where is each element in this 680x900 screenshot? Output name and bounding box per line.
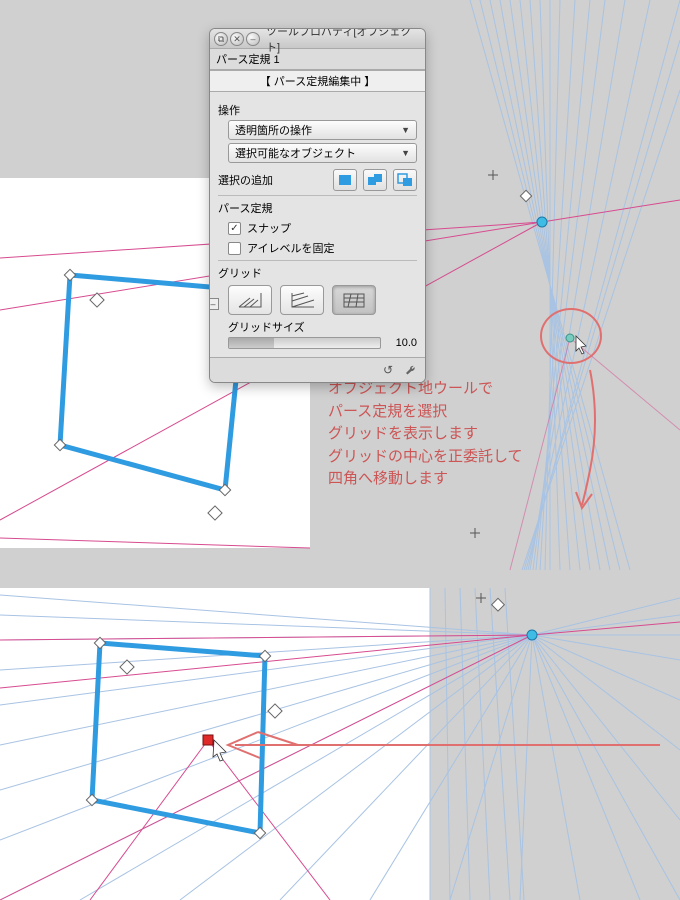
eyelevel-label: アイレベルを固定 [247,240,334,256]
annotation-text: オブジェクト地ウールで パース定規を選択 グリッドを表示します グリッドの中心を… [328,378,523,491]
selectable-obj-dropdown[interactable]: 選択可能なオブジェクト ▼ [228,143,417,163]
editing-status: 【 パース定規編集中 】 [210,70,425,92]
eyelevel-checkbox[interactable] [228,242,241,255]
anno-line5: 四角へ移動します [328,468,523,491]
chevron-down-icon: ▼ [401,148,410,158]
canvas-bottom[interactable] [0,588,430,900]
sel-mode-sub[interactable] [393,169,417,191]
anno-line2: パース定規を選択 [328,401,523,424]
tool-property-panel: ⧉ ✕ – ツールプロパティ[オブジェクト] パース定規 1 【 パース定規編集… [209,28,426,383]
grid-xz-button[interactable] [332,285,376,315]
sel-mode-new[interactable] [333,169,357,191]
add-selection-label: 選択の追加 [218,172,273,188]
dd1-label: 透明箇所の操作 [235,122,312,138]
anno-line4: グリッドの中心を正委託して [328,446,523,469]
snap-checkbox[interactable]: ✓ [228,222,241,235]
grid-yz-button[interactable] [280,285,324,315]
snap-label: スナップ [247,220,291,236]
minimize-icon[interactable]: – [246,32,260,46]
wrench-icon[interactable] [401,362,419,378]
grid-xy-button[interactable] [228,285,272,315]
grid-size-label: グリッドサイズ [228,319,305,335]
reset-icon[interactable]: ↺ [379,362,397,378]
transparent-op-dropdown[interactable]: 透明箇所の操作 ▼ [228,120,417,140]
anno-circle-point [540,308,602,364]
anno-line3: グリッドを表示します [328,423,523,446]
panel-titlebar[interactable]: ⧉ ✕ – ツールプロパティ[オブジェクト] [210,29,425,49]
dd2-label: 選択可能なオブジェクト [235,145,356,161]
operation-label: 操作 [218,102,417,118]
close-icon[interactable]: ✕ [230,32,244,46]
dock-icon[interactable]: ⧉ [214,32,228,46]
panel-title: ツールプロパティ[オブジェクト] [262,28,421,55]
collapse-toggle[interactable]: – [209,298,219,310]
grid-label: グリッド [218,265,417,281]
grid-size-value: 10.0 [387,337,417,349]
sel-mode-add[interactable] [363,169,387,191]
chevron-down-icon: ▼ [401,125,410,135]
pers-ruler-label: パース定規 [218,200,417,216]
grid-size-slider[interactable] [228,337,381,349]
